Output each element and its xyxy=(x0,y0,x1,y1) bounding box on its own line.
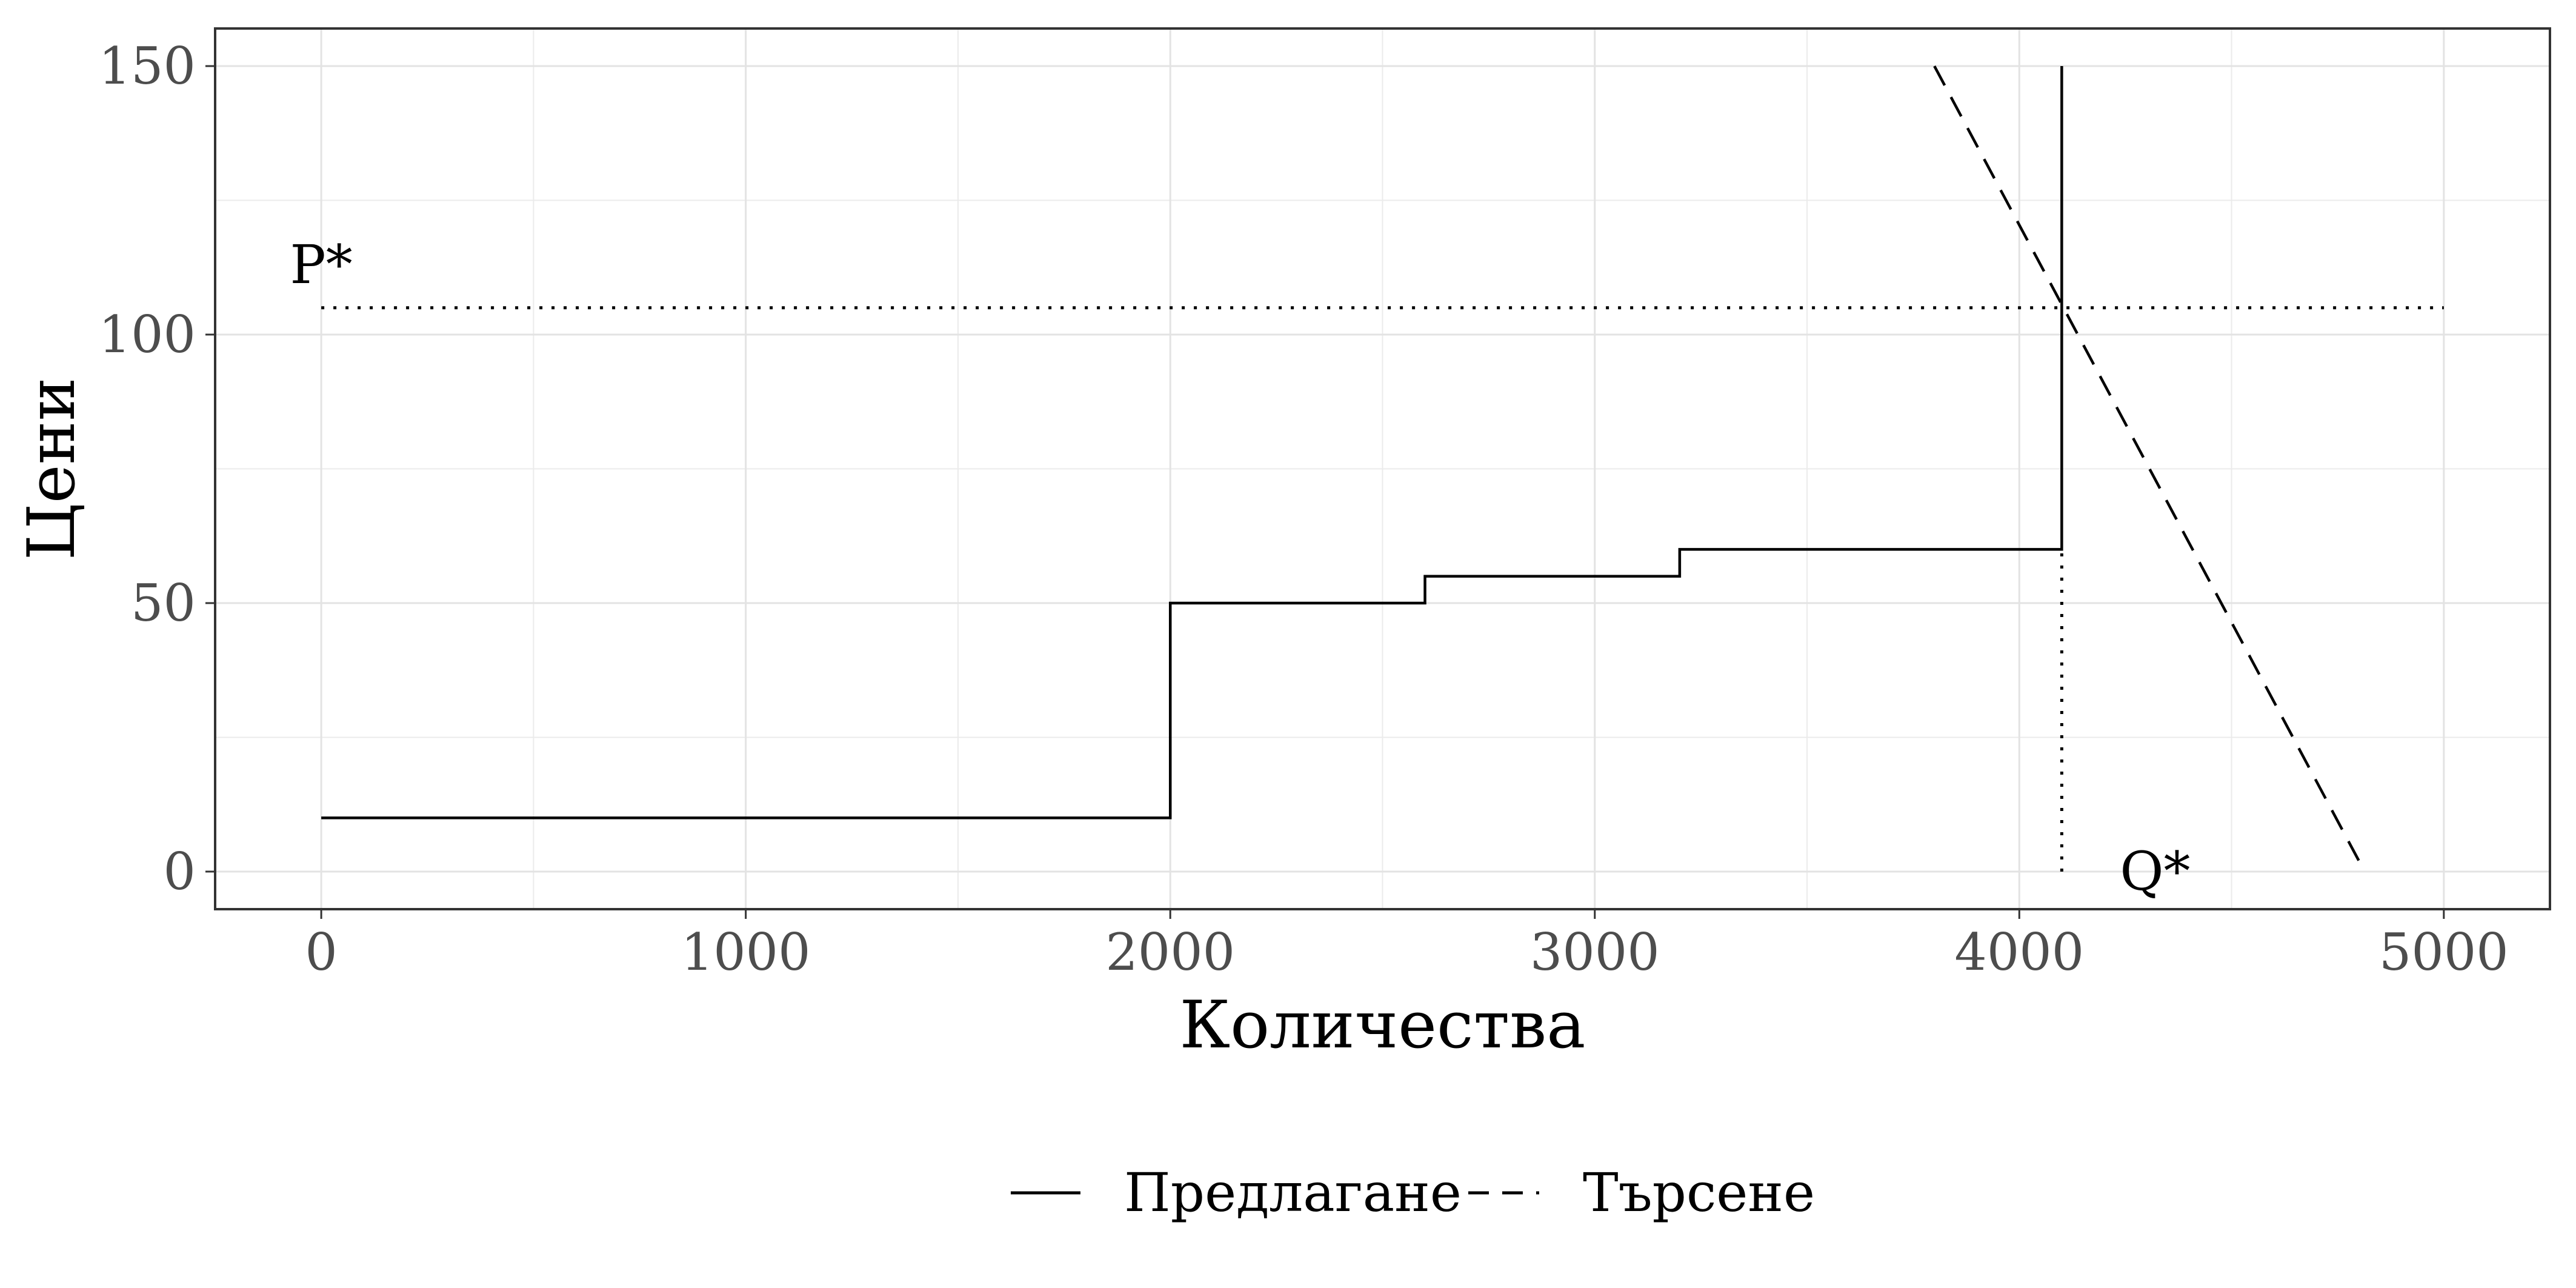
legend: Предлагане Търсене xyxy=(1011,1161,1815,1224)
x-axis-title: Количества xyxy=(1180,987,1586,1063)
demand-curve xyxy=(1933,65,2360,862)
y-tick-label: 150 xyxy=(99,36,196,96)
x-tick-label: 0 xyxy=(305,923,337,982)
axis-ticks: 0 1000 2000 3000 4000 5000 0 50 100 150 xyxy=(99,36,2509,982)
annotation-p-star: P* xyxy=(290,233,353,296)
series-lines xyxy=(321,65,2360,862)
annotations: P* Q* xyxy=(290,233,2191,903)
y-tick-label: 50 xyxy=(131,573,196,633)
legend-label-supply: Предлагане xyxy=(1124,1161,1462,1224)
plot-panel-border xyxy=(214,27,2551,910)
y-tick-label: 0 xyxy=(164,842,196,901)
x-tick-label: 2000 xyxy=(1105,923,1235,982)
reference-lines xyxy=(321,306,2444,872)
x-tick-label: 3000 xyxy=(1530,923,1660,982)
annotation-q-star: Q* xyxy=(2120,840,2190,903)
grid xyxy=(215,28,2550,909)
y-tick-label: 100 xyxy=(99,305,196,364)
y-axis-title: Цени xyxy=(14,377,90,560)
x-tick-label: 4000 xyxy=(1954,923,2084,982)
x-tick-label: 5000 xyxy=(2379,923,2509,982)
legend-label-demand: Търсене xyxy=(1583,1161,1815,1224)
x-tick-label: 1000 xyxy=(681,923,811,982)
supply-curve xyxy=(321,66,2063,819)
